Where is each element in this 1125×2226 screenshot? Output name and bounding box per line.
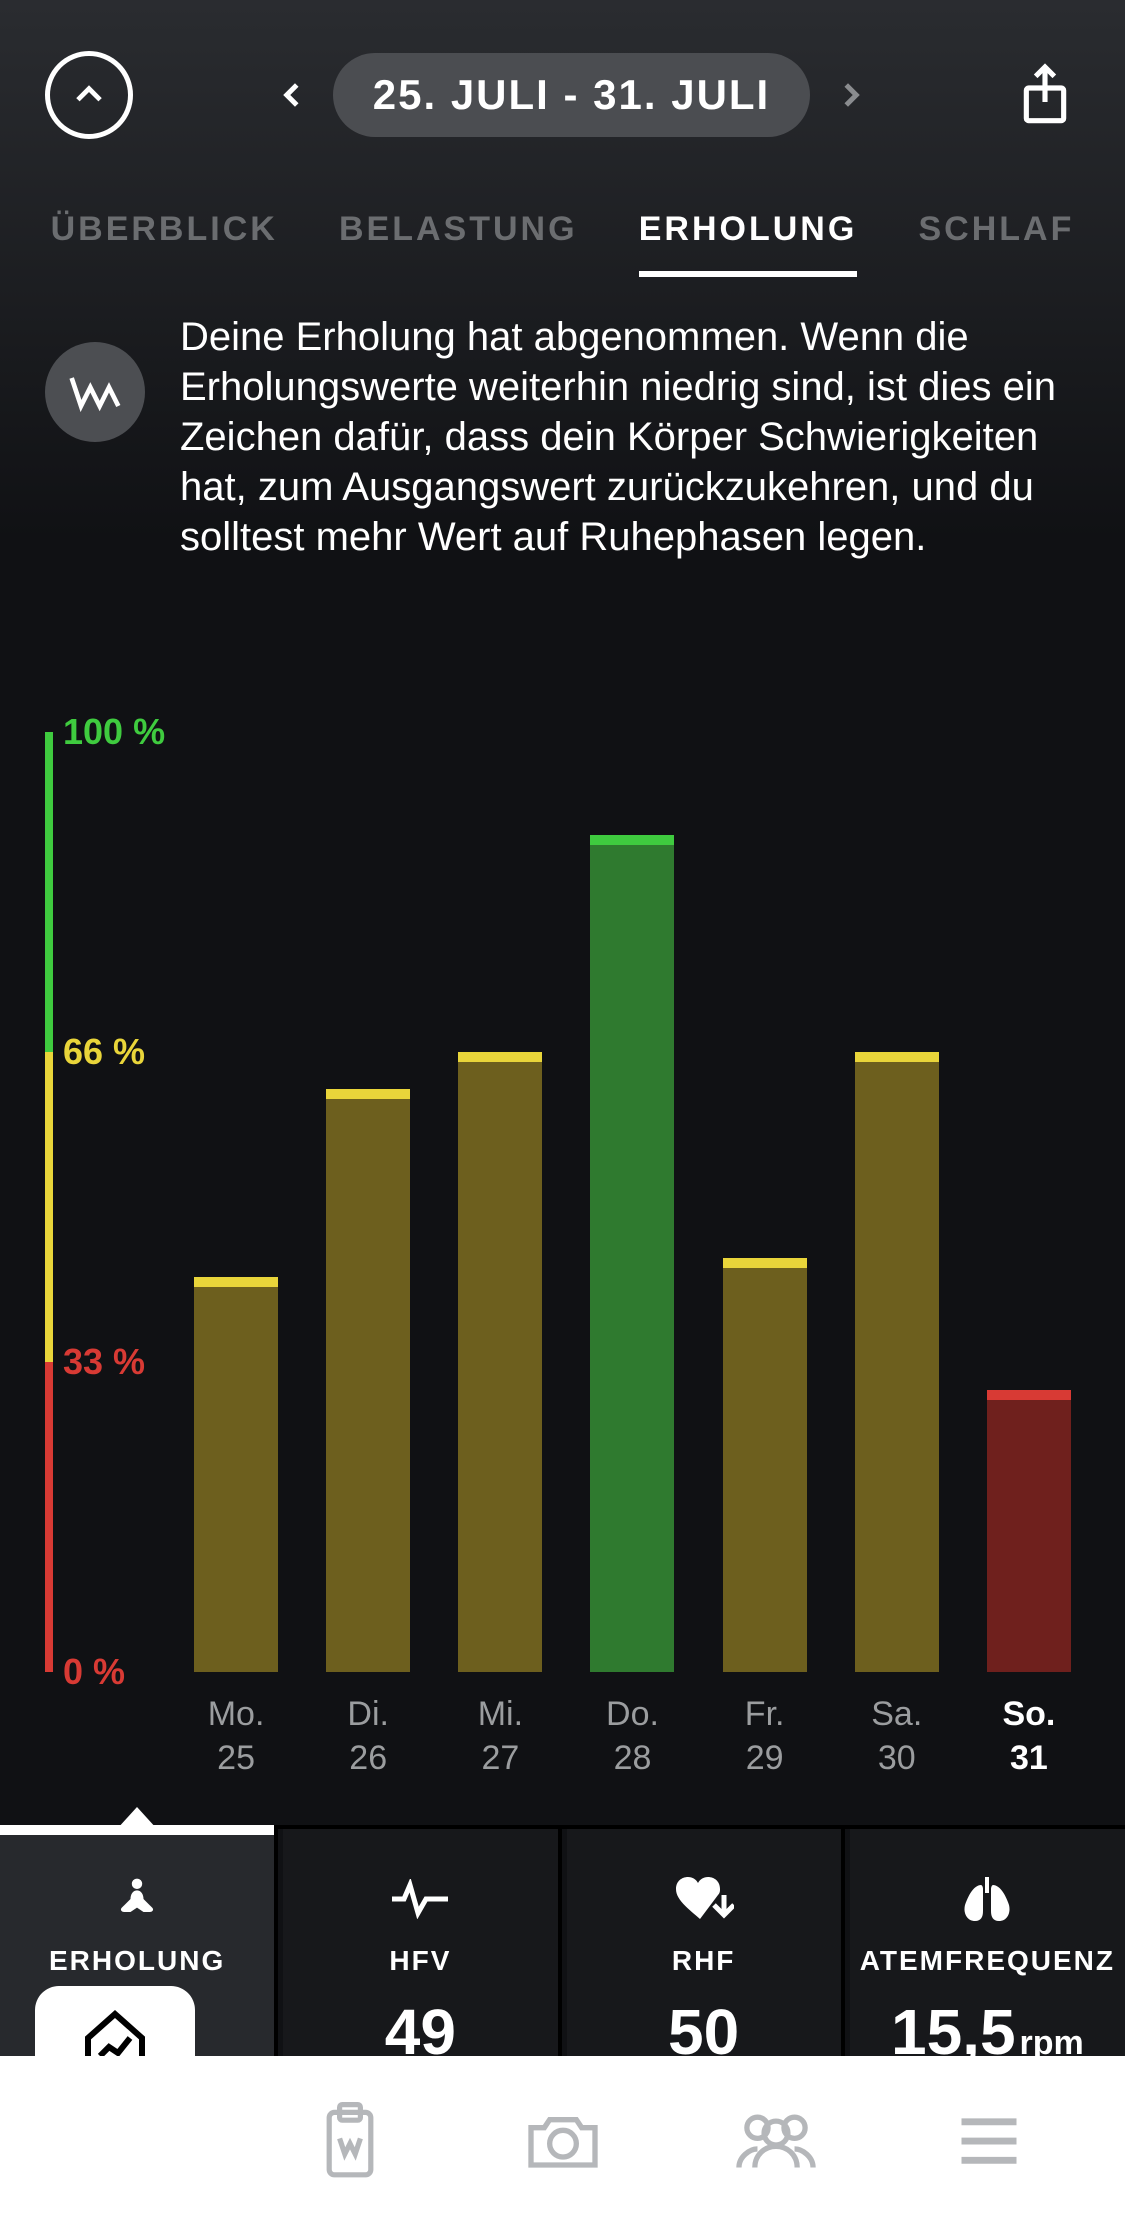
chart-bar[interactable] bbox=[581, 732, 683, 1672]
metric-label: ERHOLUNG bbox=[49, 1945, 225, 1977]
coach-summary: Deine Erholung hat abgenommen. Wenn die … bbox=[0, 277, 1125, 562]
coach-summary-text: Deine Erholung hat abgenommen. Wenn die … bbox=[180, 312, 1080, 562]
tab-overview[interactable]: ÜBERBLICK bbox=[51, 210, 278, 277]
chart-bar[interactable] bbox=[978, 732, 1080, 1672]
prev-week-button[interactable] bbox=[263, 65, 323, 125]
nav-camera[interactable] bbox=[503, 2081, 623, 2201]
nav-journal[interactable] bbox=[290, 2081, 410, 2201]
y-tick-label: 33 % bbox=[63, 1341, 145, 1383]
chart-x-axis: Mo.25 Di.26 Mi.27 Do.28 Fr.29 Sa.30 So.31 bbox=[45, 1692, 1080, 1780]
bottom-nav bbox=[0, 2056, 1125, 2226]
chart-bar[interactable] bbox=[317, 732, 419, 1672]
next-week-button[interactable] bbox=[820, 65, 880, 125]
collapse-button[interactable] bbox=[45, 51, 133, 139]
lungs-icon bbox=[957, 1871, 1017, 1927]
clipboard-icon bbox=[318, 2102, 382, 2180]
y-tick-label: 100 % bbox=[63, 711, 165, 753]
x-tick-label: Di.26 bbox=[317, 1692, 419, 1780]
metric-label: ATEMFREQUENZ bbox=[860, 1945, 1115, 1977]
tab-bar: ÜBERBLICK BELASTUNG ERHOLUNG SCHLAF bbox=[0, 170, 1125, 277]
chart-bar[interactable] bbox=[449, 732, 551, 1672]
x-tick-label: Sa.30 bbox=[846, 1692, 948, 1780]
pulse-icon bbox=[390, 1871, 450, 1927]
header: 25. JULI - 31. JULI bbox=[0, 0, 1125, 170]
chart-y-axis: 100 %66 %33 %0 % bbox=[45, 732, 185, 1672]
tab-strain[interactable]: BELASTUNG bbox=[339, 210, 578, 277]
y-tick-label: 66 % bbox=[63, 1031, 145, 1073]
chevron-up-icon bbox=[70, 76, 108, 114]
metric-label: RHF bbox=[672, 1945, 736, 1977]
chart-bar[interactable] bbox=[185, 732, 287, 1672]
whoop-logo-icon bbox=[67, 364, 123, 420]
chart-plot bbox=[185, 732, 1080, 1672]
tab-recovery[interactable]: ERHOLUNG bbox=[639, 210, 858, 277]
chevron-right-icon bbox=[835, 73, 865, 117]
y-tick-label: 0 % bbox=[63, 1651, 125, 1693]
x-tick-label: Do.28 bbox=[581, 1692, 683, 1780]
people-icon bbox=[731, 2109, 821, 2173]
tab-sleep[interactable]: SCHLAF bbox=[919, 210, 1075, 277]
heart-icon bbox=[674, 1871, 734, 1927]
menu-icon bbox=[956, 2116, 1022, 2166]
chevron-left-icon bbox=[278, 73, 308, 117]
x-tick-label: Mi.27 bbox=[449, 1692, 551, 1780]
x-tick-label: Mo.25 bbox=[185, 1692, 287, 1780]
nav-menu[interactable] bbox=[929, 2081, 1049, 2201]
metric-label: HFV bbox=[389, 1945, 451, 1977]
x-tick-label: So.31 bbox=[978, 1692, 1080, 1780]
coach-avatar bbox=[45, 342, 145, 442]
recovery-chart: 100 % 66 % 33 % 0 % Mo.25 Di.26 Mi.27 Do.28 Fr.… bbox=[0, 562, 1125, 1780]
nav-community[interactable] bbox=[716, 2081, 836, 2201]
share-icon bbox=[1017, 60, 1073, 130]
date-navigator: 25. JULI - 31. JULI bbox=[133, 53, 1010, 137]
share-button[interactable] bbox=[1010, 55, 1080, 135]
chart-bar[interactable] bbox=[714, 732, 816, 1672]
chart-bar[interactable] bbox=[846, 732, 948, 1672]
x-tick-label: Fr.29 bbox=[714, 1692, 816, 1780]
meditate-icon bbox=[111, 1871, 163, 1927]
date-range-pill[interactable]: 25. JULI - 31. JULI bbox=[333, 53, 810, 137]
camera-icon bbox=[523, 2109, 603, 2173]
